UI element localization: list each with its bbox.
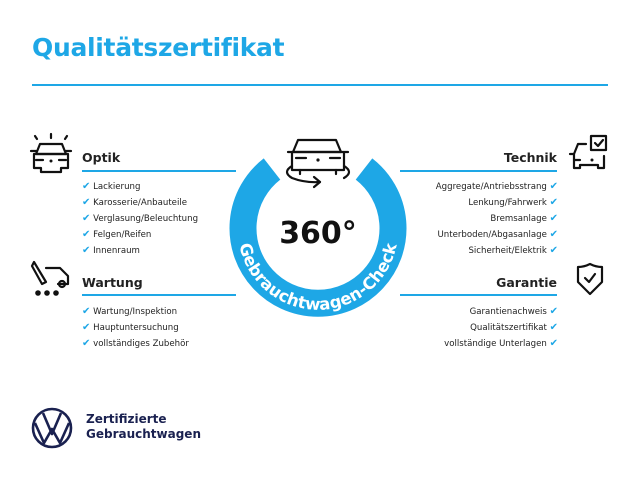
check-icon: ✔ [549,338,558,349]
check-icon: ✔ [549,197,558,208]
check-icon: ✔ [82,181,91,192]
check-icon: ✔ [82,229,91,240]
list-item: ✔ Lackierung [82,181,141,192]
degrees-label: 360° [279,216,357,251]
section-heading-technik: Technik [503,150,557,165]
check-icon: ✔ [549,306,558,317]
brand-text: Zertifizierte Gebrauchtwagen [86,412,201,442]
list-item: ✔ Verglasung/Beleuchtung [82,213,199,224]
check-icon: ✔ [549,213,558,224]
list-item: Qualitätszertifikat ✔ [470,322,558,333]
garantie-divider [400,294,557,296]
brand-line-1: Zertifizierte [86,412,167,426]
section-heading-optik: Optik [82,150,121,165]
section-heading-wartung: Wartung [82,275,143,290]
list-item: ✔ Wartung/Inspektion [82,306,178,317]
list-item: Lenkung/Fahrwerk ✔ [468,197,558,208]
check-icon: ✔ [549,245,558,256]
page-title: Qualitätszertifikat [32,33,285,62]
ring-arc [229,158,407,317]
list-item: ✔ Innenraum [82,245,140,256]
list-item: ✔ Felgen/Reifen [82,229,152,240]
title-divider [32,84,608,86]
check-icon: ✔ [82,338,91,349]
wartung-divider [82,294,236,296]
optik-list: ✔ Lackierung ✔ Karosserie/Anbauteile ✔ V… [82,179,198,259]
list-item: Unterboden/Abgasanlage ✔ [437,229,559,240]
check-icon: ✔ [549,322,558,333]
check-icon: ✔ [549,181,558,192]
list-item: vollständige Unterlagen ✔ [444,338,558,349]
list-item: Sicherheit/Elektrik ✔ [468,245,558,256]
list-item: ✔ Karosserie/Anbauteile [82,197,188,208]
car-lights-icon [29,132,73,174]
shield-check-icon [576,262,604,296]
check-icon: ✔ [82,213,91,224]
car-checkbox-icon [568,134,608,170]
check-icon: ✔ [549,229,558,240]
list-item: ✔ vollständiges Zubehör [82,338,189,349]
vw-logo [31,407,73,449]
check-icon: ✔ [82,322,91,333]
garantie-list: Garantienachweis ✔ Qualitätszertifikat ✔… [444,304,558,352]
technik-list: Aggregate/Antriebsstrang ✔ Lenkung/Fahrw… [436,179,558,259]
check-icon: ✔ [82,245,91,256]
section-heading-garantie: Garantie [496,275,557,290]
optik-divider [82,170,236,172]
list-item: ✔ Hauptuntersuchung [82,322,179,333]
list-item: Garantienachweis ✔ [469,306,558,317]
brand-line-2: Gebrauchtwagen [86,427,201,441]
service-van-icon [30,260,70,296]
list-item: Bremsanlage ✔ [490,213,558,224]
list-item: Aggregate/Antriebsstrang ✔ [435,181,558,192]
check-icon: ✔ [82,306,91,317]
technik-divider [400,170,557,172]
car-rotate-icon [285,138,351,189]
wartung-list: ✔ Wartung/Inspektion ✔ Hauptuntersuchung… [82,304,189,352]
check-icon: ✔ [82,197,91,208]
